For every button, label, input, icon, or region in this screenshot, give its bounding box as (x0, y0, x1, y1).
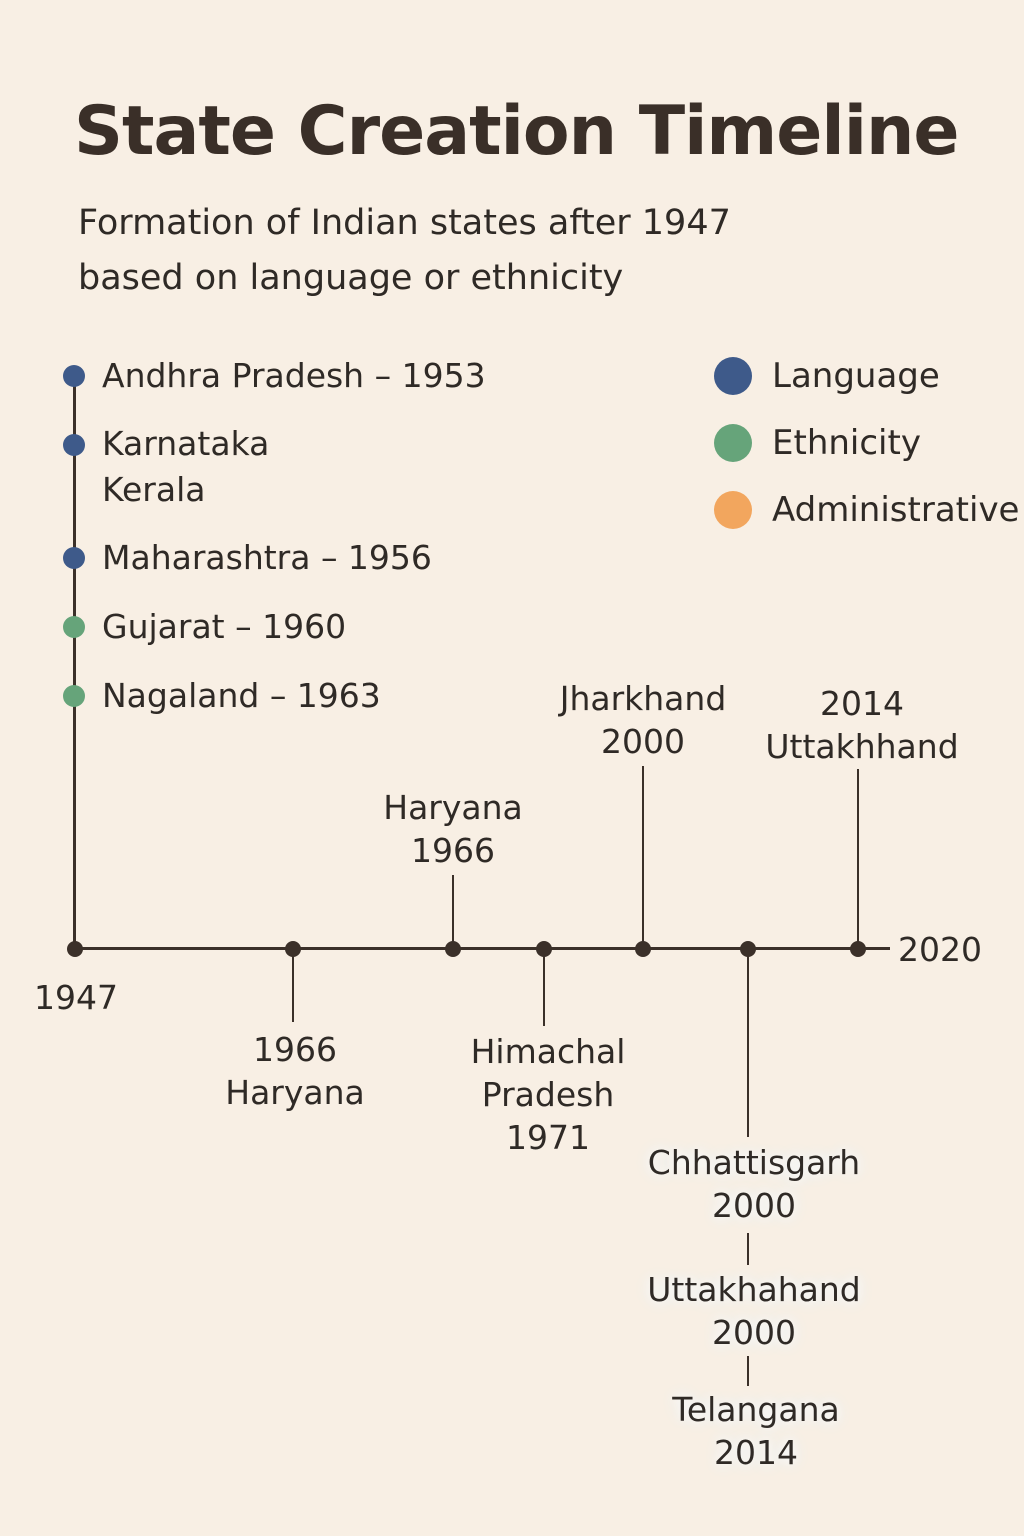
legend-label: Language (772, 356, 940, 396)
vertical-item-label: Karnataka Kerala (102, 424, 270, 509)
administrative-legend-icon (714, 491, 752, 529)
page-title: State Creation Timeline (74, 92, 960, 171)
event-stem (747, 949, 749, 1137)
language-legend-icon (714, 357, 752, 395)
event-stem (292, 949, 294, 1022)
event-label-uttakhahand: Uttakhahand 2000 (647, 1270, 861, 1352)
legend-label: Administrative (772, 490, 1020, 530)
axis-end-label: 2020 (898, 930, 982, 969)
legend-label: Ethnicity (772, 423, 921, 463)
event-label-jharkhand: Jharkhand 2000 (559, 679, 727, 761)
axis-tick-1947 (67, 941, 83, 957)
horizontal-timeline-axis (74, 947, 890, 950)
event-stem (452, 875, 454, 949)
event-label-chhattisgarh: Chhattisgarh 2000 (647, 1143, 861, 1225)
vertical-item-label: Nagaland – 1963 (102, 676, 381, 715)
event-stem (642, 766, 644, 949)
language-dot-icon (63, 547, 85, 569)
axis-tick (635, 941, 651, 957)
event-label-uttakhhand: 2014 Uttakhhand (765, 684, 959, 766)
language-dot-icon (63, 365, 85, 387)
ethnicity-dot-icon (63, 616, 85, 638)
event-stem (857, 769, 859, 949)
subtitle: Formation of Indian states after 1947 ba… (78, 196, 731, 306)
subtitle-line-2: based on language or ethnicity (78, 258, 624, 298)
subtitle-line-1: Formation of Indian states after 1947 (78, 203, 731, 243)
event-label-himachal-pradesh: Himachal Pradesh 1971 (470, 1032, 626, 1157)
event-label-telangana: Telangana 2014 (672, 1390, 840, 1472)
axis-tick (445, 941, 461, 957)
ethnicity-dot-icon (63, 685, 85, 707)
event-connector (747, 1233, 749, 1265)
vertical-item-label: Gujarat – 1960 (102, 607, 347, 646)
axis-start-label: 1947 (34, 978, 118, 1017)
language-dot-icon (63, 434, 85, 456)
vertical-item-label: Maharashtra – 1956 (102, 538, 432, 577)
event-stem (543, 949, 545, 1026)
event-label-haryana-below: 1966 Haryana (225, 1030, 365, 1112)
event-connector (747, 1356, 749, 1386)
vertical-item-label: Andhra Pradesh – 1953 (102, 356, 486, 395)
vertical-timeline-line (73, 376, 76, 950)
axis-tick (850, 941, 866, 957)
event-label-haryana-above: Haryana 1966 (383, 788, 523, 870)
ethnicity-legend-icon (714, 424, 752, 462)
